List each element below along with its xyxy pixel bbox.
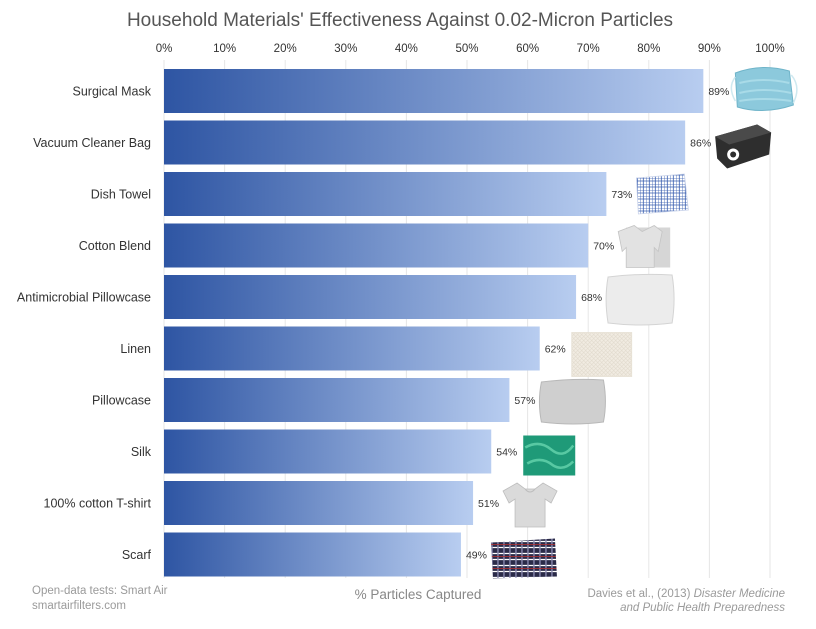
value-label: 73%: [611, 189, 632, 201]
x-axis-ticks: 0% 10% 20% 30% 40% 50% 60% 70% 80% 90% 100%: [156, 43, 785, 55]
value-label: 54%: [496, 447, 517, 459]
category-label: Scarf: [122, 548, 152, 562]
value-label: 70%: [593, 241, 614, 253]
category-label: 100% cotton T-shirt: [44, 497, 152, 511]
x-tick-label: 80%: [637, 43, 660, 55]
chart-title: Household Materials' Effectiveness Again…: [127, 10, 673, 31]
bar: [164, 532, 461, 577]
bar: [164, 69, 704, 113]
cotton-blend-shirt-image: [617, 225, 671, 268]
value-label: 86%: [690, 138, 711, 150]
bar: [164, 326, 540, 371]
value-label: 68%: [581, 292, 602, 304]
category-label: Linen: [120, 342, 151, 356]
category-label: Dish Towel: [91, 188, 151, 202]
cotton-t-shirt-image: [502, 482, 558, 528]
x-tick-label: 50%: [455, 43, 478, 55]
citation-authors: Davies et al., (2013): [587, 588, 693, 600]
x-tick-label: 20%: [274, 43, 297, 55]
bar: [164, 481, 474, 525]
bar: [164, 429, 492, 474]
x-tick-label: 100%: [755, 43, 784, 55]
value-label: 89%: [708, 86, 729, 98]
bar: [164, 275, 577, 319]
category-label: Silk: [131, 445, 152, 459]
x-tick-label: 40%: [395, 43, 418, 55]
x-tick-label: 90%: [698, 43, 721, 55]
vacuum-cleaner-bag-image: [715, 124, 772, 169]
x-tick-label: 30%: [334, 43, 357, 55]
dish-towel-image: [635, 173, 689, 215]
value-labels: 89% 86% 73% 70% 68% 62% 57% 54% 51% 49%: [466, 86, 729, 562]
source-left-line2: smartairfilters.com: [32, 600, 126, 612]
bar: [164, 120, 686, 165]
category-label: Surgical Mask: [73, 85, 152, 99]
citation-line1: Davies et al., (2013) Disaster Medicine: [587, 588, 785, 600]
source-left-line1: Open-data tests: Smart Air: [32, 585, 168, 597]
bar: [164, 378, 510, 422]
x-tick-label: 10%: [213, 43, 236, 55]
x-tick-label: 70%: [577, 43, 600, 55]
pillow-image: [605, 273, 675, 326]
category-label: Cotton Blend: [79, 239, 151, 253]
bar: [164, 172, 607, 216]
material-images: [490, 67, 798, 579]
value-label: 62%: [545, 344, 566, 356]
linen-fabric-image: [571, 332, 633, 377]
category-label: Antimicrobial Pillowcase: [17, 291, 151, 305]
value-label: 49%: [466, 550, 487, 562]
category-labels: Surgical Mask Vacuum Cleaner Bag Dish Towe…: [17, 85, 152, 563]
value-label: 57%: [514, 395, 535, 407]
surgical-mask-image: [730, 67, 798, 111]
x-tick-label: 60%: [516, 43, 539, 55]
category-label: Vacuum Cleaner Bag: [33, 136, 151, 150]
category-label: Pillowcase: [92, 394, 151, 408]
bar: [164, 223, 589, 268]
silk-fabric-image: [523, 435, 576, 476]
x-axis-label: % Particles Captured: [355, 587, 482, 602]
bars: [164, 69, 704, 577]
value-label: 51%: [478, 498, 499, 510]
x-tick-label: 0%: [156, 43, 173, 55]
plaid-scarf-image: [490, 538, 557, 579]
citation-line2: and Public Health Preparedness: [620, 602, 785, 614]
pillowcase-image: [538, 378, 606, 425]
citation-journal-part1: Disaster Medicine: [694, 588, 785, 600]
